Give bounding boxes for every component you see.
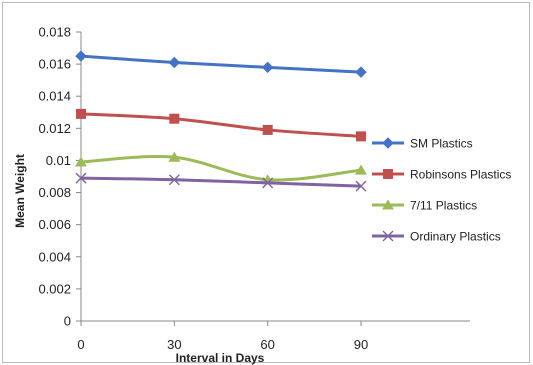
legend-label: Ordinary Plastics bbox=[410, 230, 501, 244]
data-point bbox=[355, 180, 367, 192]
legend-marker bbox=[383, 169, 393, 179]
legend-marker bbox=[382, 199, 394, 210]
data-point bbox=[262, 177, 274, 189]
data-point bbox=[75, 156, 87, 167]
legend-item: Ordinary Plastics bbox=[372, 230, 501, 244]
series-1 bbox=[75, 50, 367, 78]
series-3 bbox=[75, 151, 367, 185]
y-tick-labels: 0 0.002 0.004 0.006 0.008 0.01 0.012 0.014 0.016… bbox=[38, 25, 71, 329]
y-axis-title: Mean Weight bbox=[13, 154, 27, 228]
series-2 bbox=[76, 108, 366, 142]
legend-item: 7/11 Plastics bbox=[372, 199, 477, 213]
y-tick-label: 0.012 bbox=[38, 121, 71, 136]
legend-item: Robinsons Plastics bbox=[372, 168, 511, 182]
data-point bbox=[355, 66, 367, 78]
legend-marker bbox=[382, 230, 394, 242]
data-point bbox=[168, 56, 181, 69]
x-tick-label: 0 bbox=[77, 337, 84, 352]
legend-marker bbox=[382, 137, 394, 149]
y-tick-label: 0.01 bbox=[46, 153, 71, 168]
data-point bbox=[262, 124, 273, 135]
y-tick-label: 0.008 bbox=[38, 185, 71, 200]
legend-label: Robinsons Plastics bbox=[410, 168, 511, 182]
legend-item: SM Plastics bbox=[372, 137, 473, 151]
x-tick-labels: 0 30 60 90 bbox=[77, 337, 368, 352]
data-point bbox=[75, 172, 87, 184]
legend-label: 7/11 Plastics bbox=[410, 199, 477, 213]
series-layer bbox=[75, 50, 367, 192]
data-point bbox=[356, 131, 366, 142]
series-line bbox=[80, 112, 362, 138]
data-point bbox=[75, 50, 87, 62]
series-4 bbox=[75, 172, 367, 192]
y-tick-label: 0.016 bbox=[38, 57, 71, 72]
y-tick-label: 0.018 bbox=[38, 25, 71, 40]
data-point bbox=[261, 61, 274, 74]
x-tick-label: 90 bbox=[354, 337, 368, 352]
y-tick-label: 0 bbox=[64, 314, 71, 329]
axes bbox=[76, 31, 470, 326]
legend-label: SM Plastics bbox=[410, 137, 473, 151]
data-point bbox=[76, 108, 86, 119]
series-line bbox=[80, 155, 362, 182]
y-tick-label: 0.006 bbox=[38, 217, 71, 232]
y-tick-label: 0.002 bbox=[38, 281, 71, 296]
y-tick-label: 0.014 bbox=[38, 89, 71, 104]
series-line bbox=[80, 176, 362, 188]
x-tick-label: 60 bbox=[260, 337, 274, 352]
data-point bbox=[168, 151, 181, 162]
data-point bbox=[355, 164, 367, 175]
x-tick-label: 30 bbox=[167, 337, 181, 352]
x-axis-title: Interval in Days bbox=[176, 351, 265, 365]
data-point bbox=[168, 174, 180, 186]
data-point bbox=[169, 113, 180, 124]
y-tick-label: 0.004 bbox=[38, 249, 71, 264]
legend: SM Plastics Robinsons Plastics 7/11 Plasti… bbox=[372, 137, 511, 244]
series-line bbox=[80, 54, 362, 74]
